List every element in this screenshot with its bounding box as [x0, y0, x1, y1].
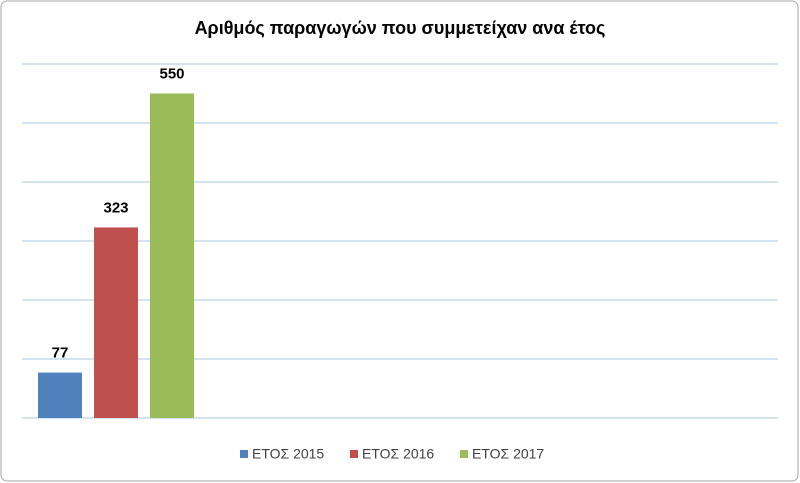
- bar: [38, 372, 82, 418]
- chart-title: Αριθμός παραγωγών που συμμετείχαν ανα έτ…: [195, 18, 606, 38]
- bar: [94, 227, 138, 418]
- legend-swatch: [460, 450, 468, 458]
- data-label: 323: [103, 199, 128, 216]
- data-label: 77: [52, 345, 69, 362]
- bar: [150, 93, 194, 418]
- legend-swatch: [350, 450, 358, 458]
- legend-label: ΕΤΟΣ 2017: [472, 446, 544, 462]
- legend-label: ΕΤΟΣ 2016: [362, 446, 434, 462]
- data-label: 550: [159, 65, 184, 82]
- legend-label: ΕΤΟΣ 2015: [252, 446, 324, 462]
- legend-swatch: [240, 450, 248, 458]
